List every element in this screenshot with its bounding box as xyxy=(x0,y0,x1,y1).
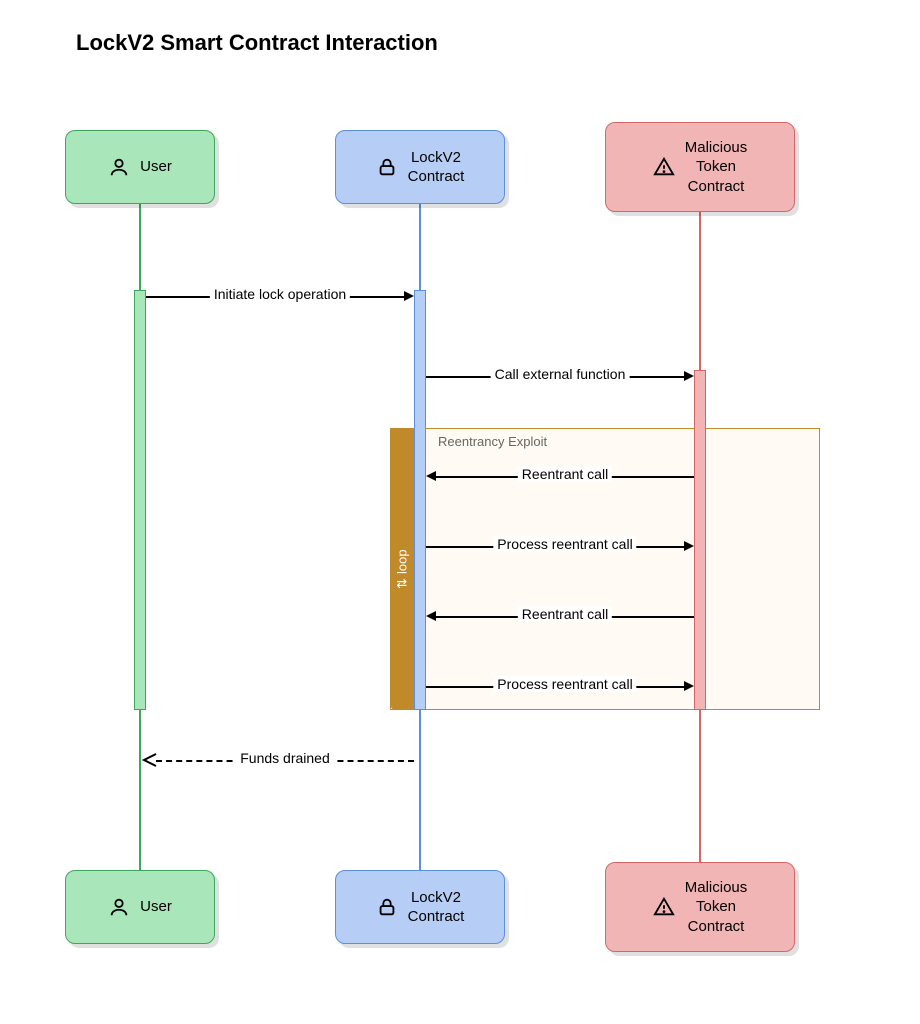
warning-icon xyxy=(653,156,675,178)
loop-tab: ⇅ loop xyxy=(390,428,414,710)
actor-label: User xyxy=(140,157,172,177)
activation-user xyxy=(134,290,146,710)
msg-label: Reentrant call xyxy=(518,466,612,482)
actor-user-bottom: User xyxy=(65,870,215,944)
user-icon xyxy=(108,896,130,918)
activation-lock xyxy=(414,290,426,710)
actor-label: User xyxy=(140,897,172,917)
actor-label: LockV2 Contract xyxy=(408,148,465,187)
actor-user-top: User xyxy=(65,130,215,204)
msg-label: Reentrant call xyxy=(518,606,612,622)
actor-label: Malicious Token Contract xyxy=(685,878,748,937)
msg-label: Funds drained xyxy=(236,750,334,766)
arrow-head-icon xyxy=(426,611,436,621)
arrow-head-icon xyxy=(404,291,414,301)
loop-title: Reentrancy Exploit xyxy=(438,434,547,449)
actor-lock-top: LockV2 Contract xyxy=(335,130,505,204)
arrow-head-icon xyxy=(684,371,694,381)
msg-label: Call external function xyxy=(491,366,630,382)
arrow-head-icon xyxy=(684,541,694,551)
page-title: LockV2 Smart Contract Interaction xyxy=(76,30,438,56)
lock-icon xyxy=(376,896,398,918)
user-icon xyxy=(108,156,130,178)
actor-label: Malicious Token Contract xyxy=(685,138,748,197)
lock-icon xyxy=(376,156,398,178)
actor-malicious-top: Malicious Token Contract xyxy=(605,122,795,212)
loop-label: loop xyxy=(395,549,410,574)
activation-malicious xyxy=(694,370,706,710)
warning-icon xyxy=(653,896,675,918)
arrow-head-icon xyxy=(426,471,436,481)
msg-label: Process reentrant call xyxy=(493,676,636,692)
arrow-head-open-icon xyxy=(140,752,158,768)
actor-lock-bottom: LockV2 Contract xyxy=(335,870,505,944)
actor-malicious-bottom: Malicious Token Contract xyxy=(605,862,795,952)
msg-label: Initiate lock operation xyxy=(210,286,350,302)
loop-icon: ⇅ xyxy=(395,578,410,589)
actor-label: LockV2 Contract xyxy=(408,888,465,927)
msg-label: Process reentrant call xyxy=(493,536,636,552)
arrow-head-icon xyxy=(684,681,694,691)
